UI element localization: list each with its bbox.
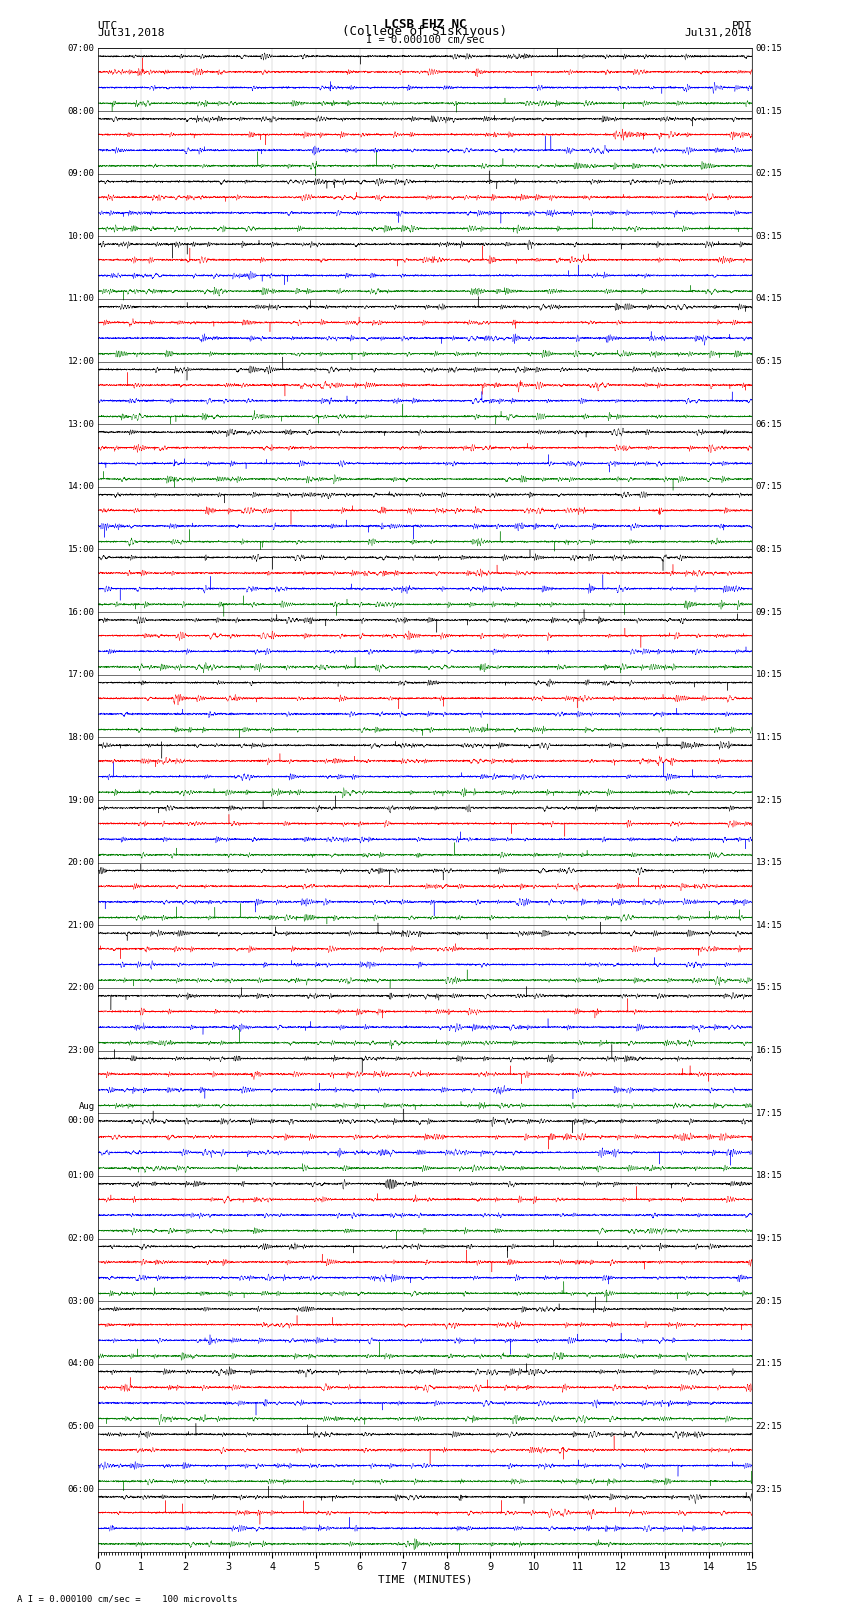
Text: 16:00: 16:00: [68, 608, 94, 616]
Text: 10:15: 10:15: [756, 671, 782, 679]
Text: 19:00: 19:00: [68, 795, 94, 805]
Text: 11:15: 11:15: [756, 732, 782, 742]
Text: 08:15: 08:15: [756, 545, 782, 553]
Text: 15:15: 15:15: [756, 984, 782, 992]
Text: 23:15: 23:15: [756, 1484, 782, 1494]
Text: 10:00: 10:00: [68, 232, 94, 240]
Text: 18:15: 18:15: [756, 1171, 782, 1181]
Text: 11:00: 11:00: [68, 295, 94, 303]
Text: 00:00: 00:00: [68, 1116, 94, 1124]
Text: 09:15: 09:15: [756, 608, 782, 616]
Text: UTC: UTC: [98, 21, 118, 31]
Text: 13:00: 13:00: [68, 419, 94, 429]
Text: 15:00: 15:00: [68, 545, 94, 553]
Text: 13:15: 13:15: [756, 858, 782, 868]
Text: LCSB EHZ NC: LCSB EHZ NC: [383, 18, 467, 31]
Text: 14:00: 14:00: [68, 482, 94, 492]
Text: 21:00: 21:00: [68, 921, 94, 929]
Text: 01:15: 01:15: [756, 106, 782, 116]
Text: Jul31,2018: Jul31,2018: [685, 29, 752, 39]
Text: 23:00: 23:00: [68, 1047, 94, 1055]
Text: 16:15: 16:15: [756, 1047, 782, 1055]
Text: 01:00: 01:00: [68, 1171, 94, 1181]
Text: A I = 0.000100 cm/sec =    100 microvolts: A I = 0.000100 cm/sec = 100 microvolts: [17, 1594, 237, 1603]
Text: 20:15: 20:15: [756, 1297, 782, 1305]
Text: 12:15: 12:15: [756, 795, 782, 805]
Text: 20:00: 20:00: [68, 858, 94, 868]
Text: 09:00: 09:00: [68, 169, 94, 177]
Text: 17:15: 17:15: [756, 1108, 782, 1118]
Text: 06:00: 06:00: [68, 1484, 94, 1494]
Text: 05:15: 05:15: [756, 356, 782, 366]
Text: 05:00: 05:00: [68, 1423, 94, 1431]
Text: 18:00: 18:00: [68, 732, 94, 742]
Text: 19:15: 19:15: [756, 1234, 782, 1244]
Text: 07:15: 07:15: [756, 482, 782, 492]
Text: 14:15: 14:15: [756, 921, 782, 929]
Text: 03:15: 03:15: [756, 232, 782, 240]
Text: 00:15: 00:15: [756, 44, 782, 53]
Text: 03:00: 03:00: [68, 1297, 94, 1305]
Text: I = 0.000100 cm/sec: I = 0.000100 cm/sec: [366, 35, 484, 45]
Text: PDT: PDT: [732, 21, 752, 31]
Text: 08:00: 08:00: [68, 106, 94, 116]
Text: 22:15: 22:15: [756, 1423, 782, 1431]
Text: 02:00: 02:00: [68, 1234, 94, 1244]
Text: Aug: Aug: [78, 1102, 94, 1111]
Text: 02:15: 02:15: [756, 169, 782, 177]
Text: (College of Siskiyous): (College of Siskiyous): [343, 26, 507, 39]
Text: 06:15: 06:15: [756, 419, 782, 429]
Text: 22:00: 22:00: [68, 984, 94, 992]
Text: 04:00: 04:00: [68, 1360, 94, 1368]
Text: 04:15: 04:15: [756, 295, 782, 303]
Text: 21:15: 21:15: [756, 1360, 782, 1368]
X-axis label: TIME (MINUTES): TIME (MINUTES): [377, 1574, 473, 1586]
Text: Jul31,2018: Jul31,2018: [98, 29, 165, 39]
Text: 17:00: 17:00: [68, 671, 94, 679]
Text: 12:00: 12:00: [68, 356, 94, 366]
Text: 07:00: 07:00: [68, 44, 94, 53]
